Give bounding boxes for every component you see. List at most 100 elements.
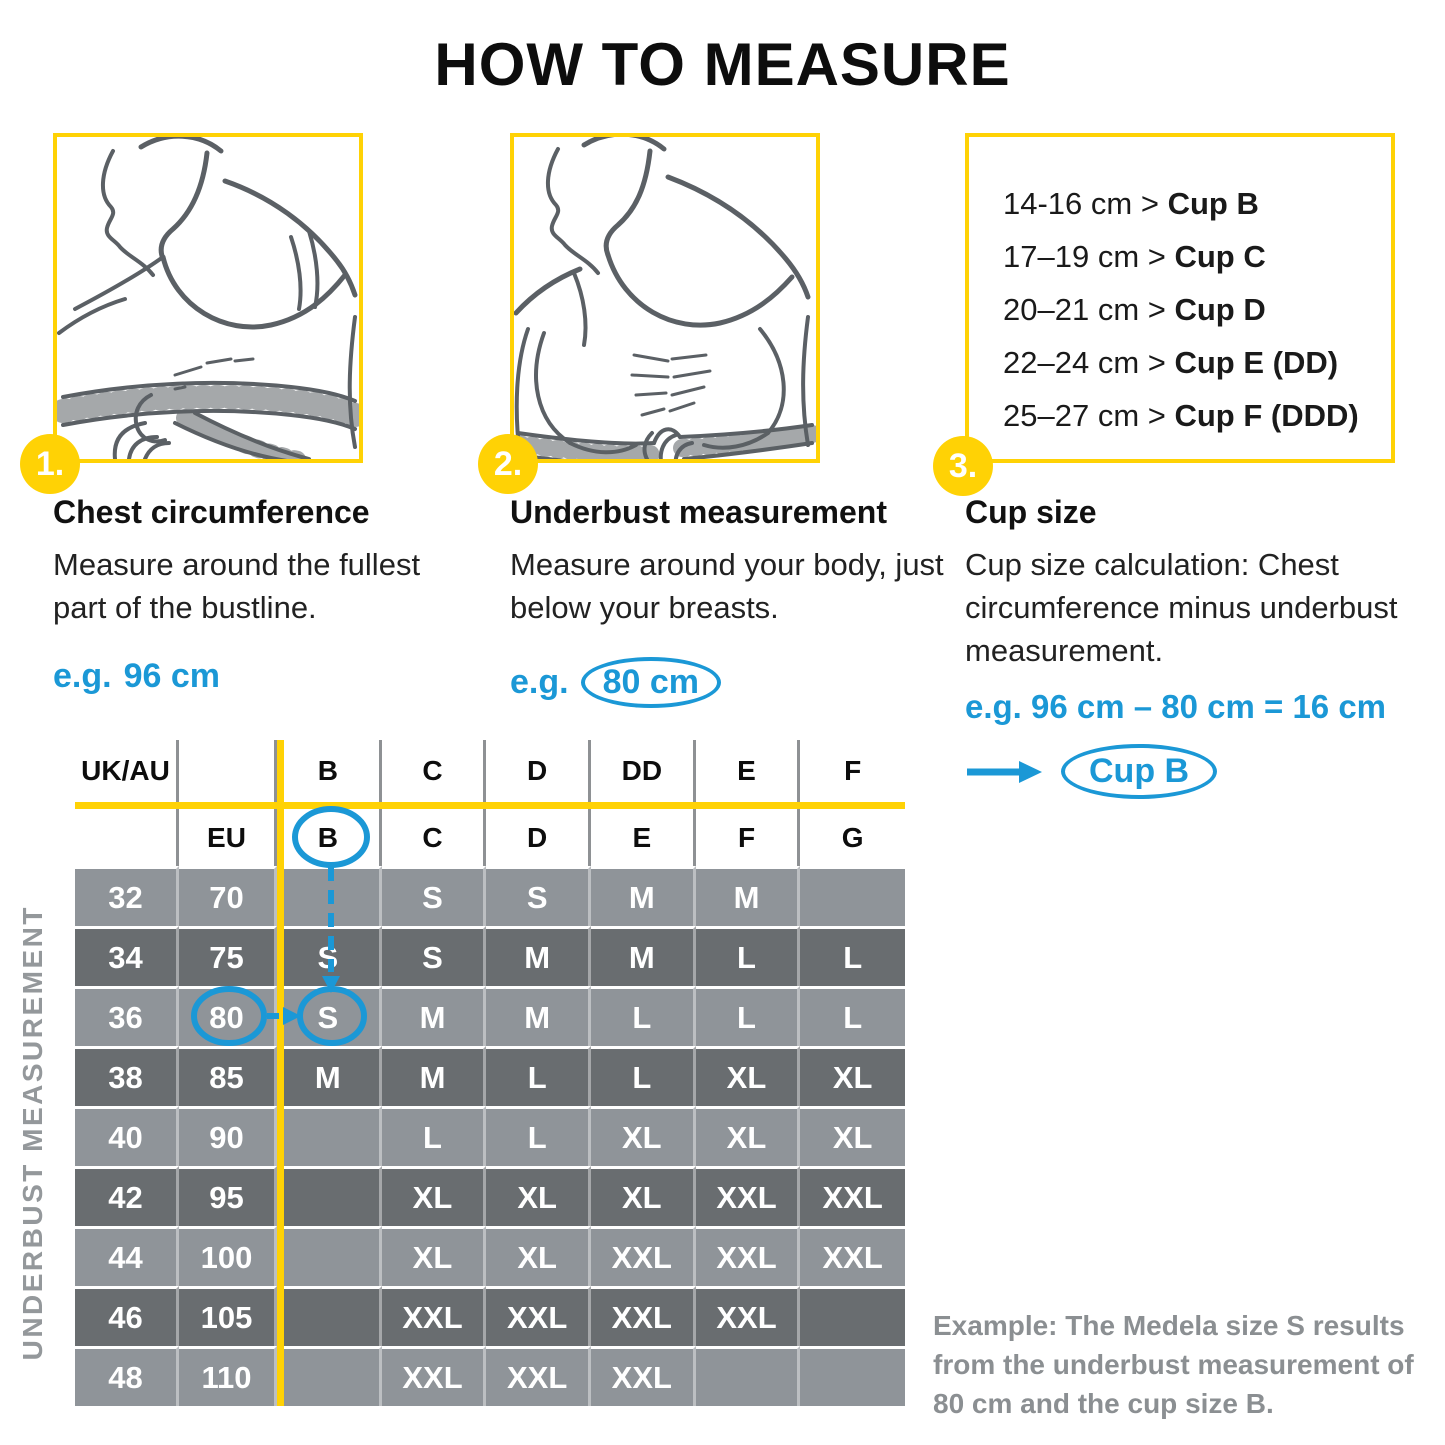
size-cell: 46 [75,1286,179,1346]
size-cell: L [695,926,801,986]
header-cell: G [800,809,905,866]
underbust-axis-text: UNDERBUST MEASUREMENT [17,905,48,1361]
size-cell [277,1286,382,1346]
size-cell: S [277,926,382,986]
size-cell: 85 [179,1046,277,1106]
size-cell: 44 [75,1226,179,1286]
size-cell: M [695,866,801,926]
size-cell: M [486,986,591,1046]
cup-chart-item: 17–19 cm > Cup C [1003,239,1266,274]
size-cell: 48 [75,1346,179,1406]
size-cell: M [486,926,591,986]
size-cell: 42 [75,1166,179,1226]
cup-chart-item: 20–21 cm > Cup D [1003,292,1266,327]
size-cell: XL [800,1046,905,1106]
step-1-example-value: 96 cm [123,657,220,695]
size-cell: XL [695,1106,801,1166]
underbust-axis-label: UNDERBUST MEASUREMENT [2,850,64,1416]
right-arrow-icon [967,760,1042,783]
size-cell: 38 [75,1046,179,1106]
size-cell: 105 [179,1286,277,1346]
size-cell: XXL [486,1346,591,1406]
header-cell: C [381,740,487,802]
step-2-badge: 2. [478,434,538,494]
header-cell: B [277,740,382,802]
underbust-measurement-illustration [510,133,820,463]
size-cell: L [800,926,905,986]
header-cell: DD [590,740,696,802]
size-cell [800,1346,905,1406]
step-3-heading: Cup size [965,494,1097,530]
size-cell: XL [590,1166,696,1226]
step-2-description: Measure around your body, just below you… [510,547,944,625]
size-cell: M [381,986,487,1046]
size-cell: XL [486,1226,591,1286]
size-cell: XXL [800,1166,905,1226]
size-cell: XL [381,1166,487,1226]
step-2-text: Underbust measurement Measure around you… [510,494,955,708]
size-grid: UK/AU B C D DD E F EU B C D E F G 32 70 S S M M 34 75 S S M M L L 36… [75,740,905,1406]
size-cell [695,1346,801,1406]
size-cell [277,1346,382,1406]
size-cell: 75 [179,926,277,986]
header-cell: F [695,809,801,866]
size-cell: XXL [590,1346,696,1406]
step-3-description: Cup size calculation: Chest circumferenc… [965,547,1398,668]
woman-chest-tape-drawing [57,137,359,459]
cup-chart-item: 22–24 cm > Cup E (DD) [1003,345,1339,380]
size-cell: L [381,1106,487,1166]
header-cell: B [277,809,382,866]
woman-underbust-tape-drawing [514,137,816,459]
size-cell: M [381,1046,487,1106]
size-cell: XXL [800,1226,905,1286]
size-cell: XXL [590,1226,696,1286]
size-cell: 80 [179,986,277,1046]
size-cell: 95 [179,1166,277,1226]
size-cell: XXL [486,1286,591,1346]
step-1-number: 1. [35,444,65,483]
step-1-example-prefix: e.g. [53,657,112,695]
size-cell: XXL [590,1286,696,1346]
yellow-vertical-line [277,740,284,1406]
header-cell: E [695,740,801,802]
header-cell: F [800,740,905,802]
size-cell: XXL [381,1346,487,1406]
header-cell [75,809,179,866]
page-title: HOW TO MEASURE [434,31,1011,98]
size-cell: 36 [75,986,179,1046]
size-cell: L [486,1106,591,1166]
size-cell: L [590,986,696,1046]
size-cell: 34 [75,926,179,986]
yellow-header-line [75,802,905,809]
step-2-number: 2. [493,444,523,483]
size-cell: S [277,986,382,1046]
header-cell: D [486,740,591,802]
step-1-example: e.g. 96 cm [53,657,478,696]
header-cell: C [381,809,487,866]
size-cell: XXL [381,1286,487,1346]
size-cell: 40 [75,1106,179,1166]
size-cell: XXL [695,1286,801,1346]
step-2-example-value-circled: 80 cm [580,657,721,708]
step-3-number: 3. [948,446,978,485]
size-cell: S [486,866,591,926]
size-cell: XL [590,1106,696,1166]
cup-chart-item: 14-16 cm > Cup B [1003,186,1259,221]
step-3-result-cup-circled: Cup B [1061,744,1218,799]
size-cell: 90 [179,1106,277,1166]
size-table: UK/AU B C D DD E F EU B C D E F G 32 70 S S M M 34 75 S S M M L L 36… [75,740,905,1406]
size-cell: M [590,926,696,986]
size-cell: L [695,986,801,1046]
size-cell [277,1106,382,1166]
step-1-text: Chest circumference Measure around the f… [53,494,478,696]
size-cell [277,866,382,926]
size-cell: XL [695,1046,801,1106]
size-cell: L [800,986,905,1046]
header-cell: D [486,809,591,866]
size-cell: XXL [695,1166,801,1226]
step-1-badge: 1. [20,434,80,494]
header-cell: EU [179,809,277,866]
step-2-heading: Underbust measurement [510,494,887,530]
cup-size-reference-box: 14-16 cm > Cup B 17–19 cm > Cup C 20–21 cm… [965,133,1395,463]
